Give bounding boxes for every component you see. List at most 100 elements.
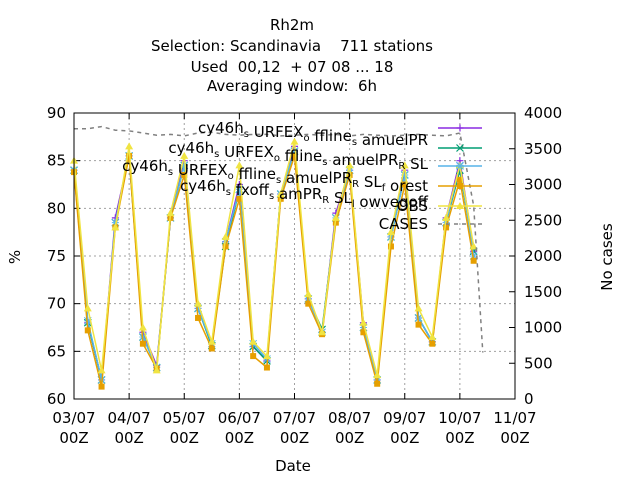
data-point <box>249 337 258 345</box>
data-point <box>84 327 91 334</box>
legend-marker <box>457 183 463 189</box>
y-tick-label: 65 <box>47 342 66 360</box>
legend-entry: cy46hs URFEXo fflines amuelPRR SLf orest <box>122 157 482 195</box>
chart-title: Rh2m Selection: Scandinavia 711 stations… <box>151 16 433 95</box>
legend-text: SL <box>405 155 428 173</box>
data-point <box>387 243 394 250</box>
data-point <box>235 161 244 169</box>
legend-subscript: R <box>398 161 405 172</box>
title-line-2: Selection: Scandinavia 711 stations <box>151 37 433 55</box>
data-point <box>166 209 175 217</box>
data-point <box>414 304 423 312</box>
legend-text: amuelPR <box>327 151 398 169</box>
title-line-1: Rh2m <box>270 16 314 34</box>
ticks: 03/07 00Z 04/07 00Z 05/07 00Z 06/07 00Z 07/07 00Z… <box>47 104 562 447</box>
y2-tick-label: 0 <box>524 390 534 408</box>
data-point <box>470 257 477 264</box>
legend-text: cy46h <box>180 177 226 195</box>
data-point <box>138 323 147 331</box>
data-point <box>401 181 408 188</box>
y-tick-label: 75 <box>47 247 66 265</box>
legend-text: amuelPR <box>357 131 428 149</box>
data-point <box>236 195 243 202</box>
legend-entry: cy46hs fxoffs amPRR SLl owvegoff <box>180 177 482 211</box>
legend-subscript: R <box>352 179 359 190</box>
x-tick-label: 00Z <box>170 429 199 447</box>
data-point <box>194 304 202 313</box>
y2-tick-label: 1500 <box>524 283 562 301</box>
data-point <box>373 371 382 379</box>
x-tick-label: 03/07 <box>52 409 95 427</box>
legend-label: cy46hs fxoffs amPRR SLl owvegoff <box>180 177 429 211</box>
x-tick-label: 09/07 <box>383 409 426 427</box>
legend-text: cy46h <box>122 157 168 175</box>
legend-text: ffline <box>280 147 322 165</box>
y2-tick-label: 500 <box>524 354 553 372</box>
data-point <box>276 190 285 198</box>
legend-label: OBS <box>397 197 428 215</box>
legend-text: ffline <box>234 165 276 183</box>
data-point <box>222 243 229 250</box>
legend-label: cy46hs URFEXo fflines amuelPRR SL <box>168 139 428 173</box>
legend-marker <box>456 202 464 209</box>
data-point <box>360 329 367 336</box>
data-point <box>194 299 203 307</box>
y2-tick-label: 1000 <box>524 319 562 337</box>
y2-tick-label: 4000 <box>524 104 562 122</box>
data-point <box>359 318 368 326</box>
data-point <box>195 314 202 321</box>
legend-label: cy46hs URFEXo fflines amuelPR <box>198 119 428 149</box>
data-point <box>318 328 327 336</box>
data-point <box>456 176 463 183</box>
x-tick-label: 07/07 <box>273 409 316 427</box>
data-point <box>180 151 189 159</box>
legend-label: cy46hs URFEXo fflines amuelPRR SLf orest <box>122 157 428 195</box>
series-line <box>73 141 475 376</box>
x-tick-label: 00Z <box>445 429 474 447</box>
x-tick-label: 00Z <box>335 429 364 447</box>
data-point <box>290 137 299 145</box>
data-point <box>304 290 313 298</box>
x-tick-label: 00Z <box>280 429 309 447</box>
data-point <box>235 185 244 194</box>
data-point <box>429 340 436 347</box>
legend-text: URFEX <box>249 123 304 141</box>
legend-entry: cy46hs URFEXo fflines amuelPRR SL <box>168 139 482 173</box>
plot-frame <box>73 112 516 400</box>
data-point <box>400 161 409 169</box>
legend-text: CASES <box>379 215 428 233</box>
legend-text: amuelPR <box>281 169 352 187</box>
data-point <box>428 333 437 341</box>
x-tick-label: 00Z <box>390 429 419 447</box>
legend-subscript: s <box>214 149 219 160</box>
legend-subscript: f <box>382 183 386 194</box>
y2-tick-label: 3000 <box>524 176 562 194</box>
legend-entry: OBS <box>397 197 482 215</box>
legend-text: orest <box>385 177 428 195</box>
legend-text: URFEX <box>219 143 274 161</box>
data-point <box>442 213 451 221</box>
x-tick-label: 11/07 <box>493 409 536 427</box>
x-tick-label: 00Z <box>500 429 529 447</box>
y-tick-label: 85 <box>47 152 66 170</box>
data-point <box>262 352 271 360</box>
legend-text: cy46h <box>168 139 214 157</box>
data-point <box>207 337 216 345</box>
x-tick-label: 08/07 <box>328 409 371 427</box>
data-point <box>331 213 340 221</box>
legend-text: owvegoff <box>355 193 429 211</box>
legend-text: ffline <box>310 127 352 145</box>
legend-text: SL <box>329 189 352 207</box>
data-point <box>111 223 120 231</box>
data-point <box>415 321 422 328</box>
data-point <box>152 366 161 374</box>
legend-label: CASES <box>379 215 428 233</box>
x-tick-label: 05/07 <box>163 409 206 427</box>
series-layer <box>70 125 484 390</box>
data-point <box>386 228 395 236</box>
data-point <box>250 353 257 360</box>
y2-tick-label: 2500 <box>524 211 562 229</box>
data-point <box>181 171 188 178</box>
